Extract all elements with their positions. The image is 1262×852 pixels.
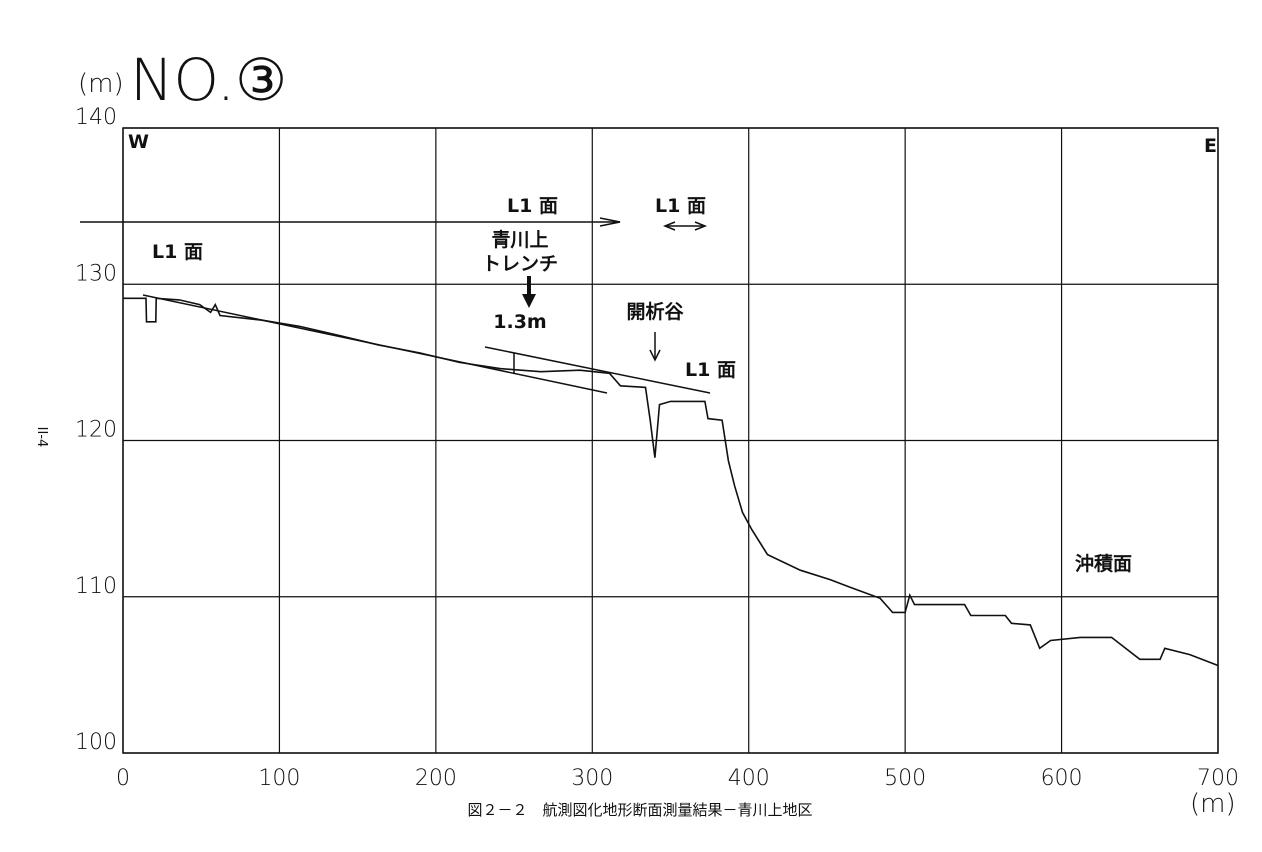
x-tick-label: 500 bbox=[884, 766, 926, 791]
y-tick-label: 130 bbox=[75, 261, 117, 286]
annotation: 1.3m bbox=[493, 311, 546, 333]
annotation: E bbox=[1204, 135, 1217, 157]
x-tick-label: 100 bbox=[258, 766, 300, 791]
caption: 図２－２ 航測図化地形断面測量結果－青川上地区 bbox=[467, 801, 812, 819]
trench-arrow bbox=[522, 294, 536, 308]
annotation: 開析谷 bbox=[626, 300, 683, 323]
trend-line bbox=[484, 346, 711, 394]
x-tick-label: 400 bbox=[728, 766, 770, 791]
annotation: L1 面 bbox=[655, 195, 706, 217]
annotation: トレンチ bbox=[482, 253, 558, 275]
x-tick-label: 0 bbox=[116, 766, 130, 791]
y-tick-label: 140 bbox=[75, 105, 117, 130]
profile-line bbox=[123, 297, 1219, 667]
y-axis-label: (m) bbox=[78, 69, 124, 99]
arrow bbox=[599, 217, 621, 227]
x-tick-label: 300 bbox=[571, 766, 613, 791]
x-tick-label: 600 bbox=[1041, 766, 1083, 791]
y-tick-label: 110 bbox=[75, 574, 117, 599]
annotation: L1 面 bbox=[152, 241, 203, 263]
annotation: 沖積面 bbox=[1075, 552, 1132, 575]
x-tick-label: 200 bbox=[415, 766, 457, 791]
chart-title: NO.③ bbox=[130, 46, 287, 114]
arrow bbox=[649, 349, 661, 362]
annotation: L1 面 bbox=[507, 195, 558, 217]
arrow bbox=[662, 221, 708, 231]
annotation: 青川上 bbox=[491, 229, 548, 251]
annotation: L1 面 bbox=[685, 359, 736, 381]
x-tick-label: 700 bbox=[1197, 766, 1239, 791]
y-tick-label: 100 bbox=[75, 730, 117, 755]
annotation: W bbox=[128, 131, 149, 153]
page-number: II-4 bbox=[34, 427, 49, 448]
x-axis-label: (m) bbox=[1190, 789, 1236, 819]
y-tick-label: 120 bbox=[75, 418, 117, 443]
